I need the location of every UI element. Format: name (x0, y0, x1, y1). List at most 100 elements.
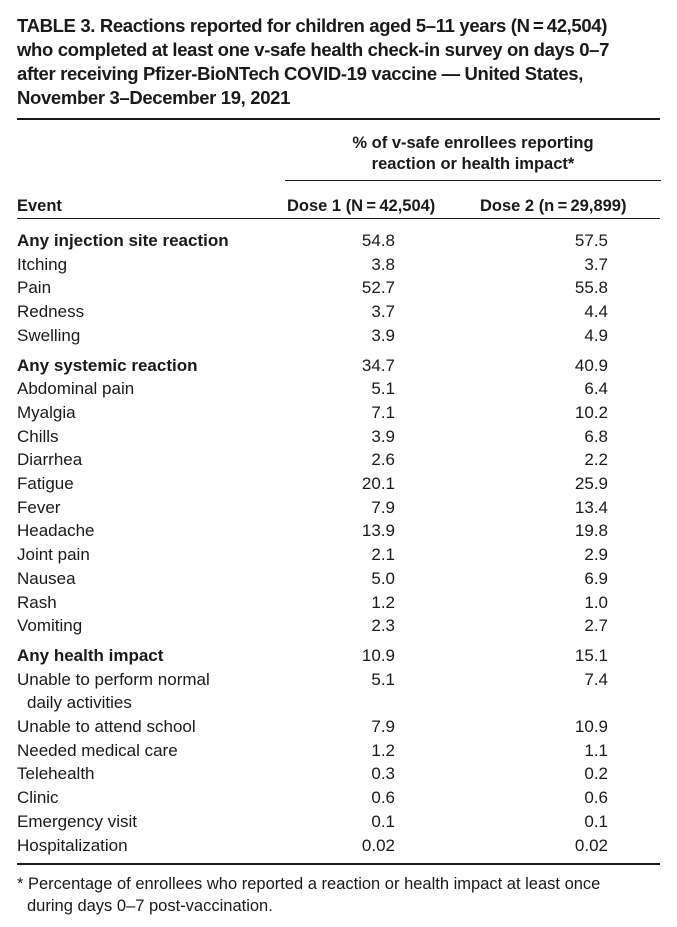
dose2-value: 55.8 (574, 278, 608, 298)
table-row: Any health impact 10.9 15.1 (17, 644, 660, 668)
dose2-value: 4.4 (584, 302, 608, 322)
table-title: TABLE 3. Reactions reported for children… (17, 14, 660, 110)
column-header-dose2: Dose 2 (n = 29,899) (480, 197, 627, 215)
dose1-value: 7.9 (371, 717, 395, 737)
event-label: Any systemic reaction (17, 355, 198, 375)
dose2-value: 0.2 (584, 764, 608, 784)
dose2-value: 3.7 (584, 254, 608, 274)
dose2-value: 6.8 (584, 426, 608, 446)
table-row: Headache 13.9 19.8 (17, 519, 660, 543)
event-label: Emergency visit (17, 811, 137, 831)
spanning-column-header: % of v-safe enrollees reporting reaction… (285, 133, 661, 175)
table-row: Swelling 3.9 4.9 (17, 324, 660, 348)
dose1-value: 3.9 (371, 426, 395, 446)
event-cell: Myalgia (17, 401, 285, 425)
event-cell: Any injection site reaction (17, 229, 285, 253)
event-cell: Redness (17, 300, 285, 324)
column-header-dose1: Dose 1 (N = 42,504) (287, 197, 436, 215)
event-cell: Nausea (17, 567, 285, 591)
event-label: Unable to attend school (17, 717, 196, 737)
table-title-line: November 3–December 19, 2021 (17, 87, 291, 108)
table-row: Fatigue 20.1 25.9 (17, 472, 660, 496)
table-row: Any injection site reaction 54.8 57.5 (17, 229, 660, 253)
spanning-header-line: reaction or health impact* (371, 155, 575, 173)
table-row: Myalgia 7.1 10.2 (17, 401, 660, 425)
table-row: Joint pain 2.1 2.9 (17, 543, 660, 567)
table-row: Fever 7.9 13.4 (17, 496, 660, 520)
event-label: Itching (17, 254, 68, 274)
dose1-value: 0.6 (371, 788, 395, 808)
dose2-value: 1.1 (584, 740, 608, 760)
dose1-value: 52.7 (361, 278, 395, 298)
dose1-value: 7.1 (371, 402, 395, 422)
event-cell: Unable to attend school (17, 715, 285, 739)
event-cell: Headache (17, 519, 285, 543)
event-cell: Emergency visit (17, 810, 285, 834)
top-rule (17, 118, 660, 120)
event-label: Joint pain (17, 545, 90, 565)
dose1-value: 3.8 (371, 254, 395, 274)
event-label: Fever (17, 497, 61, 517)
dose2-value: 10.9 (574, 717, 608, 737)
footnote-line: during days 0–7 post-vaccination. (27, 897, 273, 916)
dose2-value: 0.6 (584, 788, 608, 808)
table-page: TABLE 3. Reactions reported for children… (17, 14, 661, 917)
dose1-value: 5.1 (371, 669, 395, 689)
event-cell: Swelling (17, 324, 285, 348)
dose2-value: 6.4 (584, 379, 608, 399)
dose2-value: 19.8 (574, 521, 608, 541)
table-row: Needed medical care 1.2 1.1 (17, 739, 660, 763)
table-row: Itching 3.8 3.7 (17, 253, 660, 277)
table-body: Any injection site reaction 54.8 57.5 Itchi… (17, 219, 660, 863)
table-title-line: who completed at least one v-safe health… (17, 39, 610, 60)
event-cell: Needed medical care (17, 739, 285, 763)
table-row: Redness 3.7 4.4 (17, 300, 660, 324)
table-row: Vomiting 2.3 2.7 (17, 614, 660, 638)
dose1-value: 7.9 (371, 497, 395, 517)
event-cell: Unable to perform normal daily activities (17, 668, 285, 715)
dose2-value: 4.9 (584, 325, 608, 345)
table-row: Diarrhea 2.6 2.2 (17, 448, 660, 472)
event-label: Swelling (17, 325, 81, 345)
dose1-value: 2.1 (371, 545, 395, 565)
event-label: Clinic (17, 788, 59, 808)
dose1-value: 5.1 (371, 379, 395, 399)
event-label: Myalgia (17, 402, 76, 422)
event-cell: Rash (17, 591, 285, 615)
event-label: Telehealth (17, 764, 95, 784)
event-label: Fatigue (17, 474, 74, 494)
event-cell: Clinic (17, 786, 285, 810)
dose1-value: 3.7 (371, 302, 395, 322)
dose2-value: 1.0 (584, 592, 608, 612)
event-label: Hospitalization (17, 835, 128, 855)
dose1-value: 2.6 (371, 450, 395, 470)
dose1-value: 1.2 (371, 740, 395, 760)
event-cell: Telehealth (17, 762, 285, 786)
dose2-value: 2.7 (584, 616, 608, 636)
table-footnote: * Percentage of enrollees who reported a… (17, 873, 660, 917)
event-cell: Vomiting (17, 614, 285, 638)
table-row: Hospitalization 0.02 0.02 (17, 834, 660, 858)
event-cell: Chills (17, 425, 285, 449)
dose2-value: 15.1 (574, 645, 608, 665)
event-cell: Any systemic reaction (17, 354, 285, 378)
dose1-value: 0.1 (371, 811, 395, 831)
table-row: Unable to attend school 7.9 10.9 (17, 715, 660, 739)
dose2-value: 6.9 (584, 568, 608, 588)
dose2-value: 7.4 (584, 669, 608, 689)
table-row: Any systemic reaction 34.7 40.9 (17, 354, 660, 378)
dose1-value: 0.02 (361, 835, 395, 855)
event-cell: Any health impact (17, 644, 285, 668)
event-label: Any health impact (17, 645, 164, 665)
spanning-header-rule (285, 180, 661, 181)
dose1-value: 34.7 (361, 355, 395, 375)
event-label: Nausea (17, 568, 76, 588)
event-cell: Diarrhea (17, 448, 285, 472)
dose2-value: 25.9 (574, 474, 608, 494)
dose2-value: 40.9 (574, 355, 608, 375)
dose2-value: 0.02 (574, 835, 608, 855)
event-label: Redness (17, 302, 85, 322)
event-label: Rash (17, 592, 57, 612)
table-row: Pain 52.7 55.8 (17, 276, 660, 300)
table-header: % of v-safe enrollees reporting reaction… (17, 120, 661, 218)
